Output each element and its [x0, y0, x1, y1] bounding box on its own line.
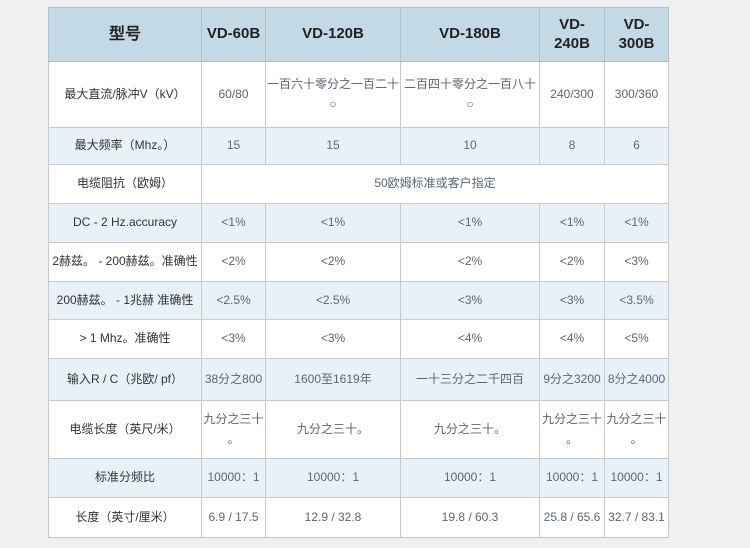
row-label: > 1 Mhz。准确性	[48, 319, 202, 359]
spec-value-cell: 九分之三十。	[400, 400, 540, 459]
spec-value-cell: 12.9 / 32.8	[265, 497, 401, 538]
spec-value-cell: 九分之三十 。	[539, 400, 605, 459]
spec-value-cell: 60/80	[201, 61, 266, 128]
spec-value-cell: 6.9 / 17.5	[201, 497, 266, 538]
spec-value-cell: <2.5%	[201, 281, 266, 320]
spec-value-cell: <3%	[400, 281, 540, 320]
table-row: 电缆阻抗（欧姆） 50欧姆标准或客户指定	[48, 164, 669, 204]
spec-value-cell: 九分之三十。	[265, 400, 401, 459]
spec-value-cell: 10000：1	[400, 458, 540, 498]
column-header: VD-240B	[539, 7, 605, 62]
spec-value-cell: 二百四十零分之一百八十 ○	[400, 61, 540, 128]
spec-value-cell: 10000：1	[604, 458, 669, 498]
spec-value-cell: <2%	[539, 242, 605, 282]
spec-value-cell: 九分之三十 。	[604, 400, 669, 459]
spec-value-cell: 15	[265, 127, 401, 165]
spec-value-cell: <1%	[265, 203, 401, 243]
spec-value-cell: <1%	[539, 203, 605, 243]
table-row: DC - 2 Hz.accuracy <1% <1% <1% <1% <1%	[48, 203, 669, 243]
column-header: VD-60B	[201, 7, 266, 62]
table-row: 标准分频比 10000：1 10000：1 10000：1 10000：1 10000：1	[48, 458, 669, 498]
column-header-model: 型号	[48, 7, 202, 62]
row-label: 电缆长度（英尺/米）	[48, 400, 202, 459]
column-header: VD-300B	[604, 7, 669, 62]
spec-value-cell: 6	[604, 127, 669, 165]
spec-value-cell: 19.8 / 60.3	[400, 497, 540, 538]
spec-value-cell: <4%	[400, 319, 540, 359]
spec-value-cell: <4%	[539, 319, 605, 359]
spec-table: 型号 VD-60B VD-120B VD-180B VD-240B VD-300B 最大直…	[48, 7, 669, 538]
table-row: 最大频率（Mhz。） 15 15 10 8 6	[48, 127, 669, 165]
spec-value-cell: <1%	[400, 203, 540, 243]
row-label: DC - 2 Hz.accuracy	[48, 203, 202, 243]
spec-value-cell: <3%	[201, 319, 266, 359]
table-row: > 1 Mhz。准确性 <3% <3% <4% <4% <5%	[48, 319, 669, 359]
spec-value-cell: <1%	[201, 203, 266, 243]
spec-value-cell: 一百六十零分之一百二十 ○	[265, 61, 401, 128]
spec-value-cell: <3%	[604, 242, 669, 282]
spec-value-cell: <2%	[400, 242, 540, 282]
spec-table-container: 型号 VD-60B VD-120B VD-180B VD-240B VD-300B 最大直…	[48, 7, 669, 538]
spec-value-cell: <2%	[265, 242, 401, 282]
row-label: 长度（英寸/厘米）	[48, 497, 202, 538]
spec-table-body: 最大直流/脉冲V（kV） 60/80 一百六十零分之一百二十 ○ 二百四十零分之一百八…	[48, 61, 669, 538]
spec-value-cell: 8分之4000	[604, 358, 669, 401]
row-label: 输入R / C（兆欧/ pf）	[48, 358, 202, 401]
spec-value-cell: <2.5%	[265, 281, 401, 320]
spec-value-cell: 32.7 / 83.1	[604, 497, 669, 538]
row-label: 标准分频比	[48, 458, 202, 498]
spec-value-cell: 10000：1	[265, 458, 401, 498]
table-row: 2赫兹。 - 200赫兹。准确性 <2% <2% <2% <2% <3%	[48, 242, 669, 282]
row-label: 最大直流/脉冲V（kV）	[48, 61, 202, 128]
spec-value-cell: 10000：1	[201, 458, 266, 498]
row-label: 200赫兹。 - 1兆赫 准确性	[48, 281, 202, 320]
spec-value-cell: <3%	[265, 319, 401, 359]
spec-value-cell: <1%	[604, 203, 669, 243]
spec-table-header: 型号 VD-60B VD-120B VD-180B VD-240B VD-300B	[48, 7, 669, 62]
spec-value-cell: 10000：1	[539, 458, 605, 498]
spec-value-cell: 15	[201, 127, 266, 165]
header-row: 型号 VD-60B VD-120B VD-180B VD-240B VD-300B	[48, 7, 669, 62]
spec-value-cell: 一十三分之二千四百	[400, 358, 540, 401]
spec-value-cell: 8	[539, 127, 605, 165]
spec-value-cell: <3.5%	[604, 281, 669, 320]
table-row: 最大直流/脉冲V（kV） 60/80 一百六十零分之一百二十 ○ 二百四十零分之一百八…	[48, 61, 669, 128]
spec-value-cell: 300/360	[604, 61, 669, 128]
row-label: 2赫兹。 - 200赫兹。准确性	[48, 242, 202, 282]
column-header: VD-120B	[265, 7, 401, 62]
table-row: 电缆长度（英尺/米） 九分之三十 。九分之三十。 九分之三十。 九分之三十 。九分之三…	[48, 400, 669, 459]
spec-value-cell: <2%	[201, 242, 266, 282]
table-row: 200赫兹。 - 1兆赫 准确性 <2.5% <2.5% <3% <3% <3.5%	[48, 281, 669, 320]
spec-value-cell: 1600至1619年	[265, 358, 401, 401]
column-header: VD-180B	[400, 7, 540, 62]
table-row: 长度（英寸/厘米） 6.9 / 17.5 12.9 / 32.8 19.8 / 60.…	[48, 497, 669, 538]
spec-value-cell: 10	[400, 127, 540, 165]
spec-value-cell: 50欧姆标准或客户指定	[201, 164, 669, 204]
row-label: 最大频率（Mhz。）	[48, 127, 202, 165]
row-label: 电缆阻抗（欧姆）	[48, 164, 202, 204]
spec-value-cell: <3%	[539, 281, 605, 320]
table-row: 输入R / C（兆欧/ pf） 38分之800 1600至1619年 一十三分之二千四…	[48, 358, 669, 401]
spec-value-cell: 240/300	[539, 61, 605, 128]
spec-value-cell: 9分之3200	[539, 358, 605, 401]
spec-value-cell: <5%	[604, 319, 669, 359]
spec-value-cell: 25.8 / 65.6	[539, 497, 605, 538]
spec-value-cell: 38分之800	[201, 358, 266, 401]
spec-value-cell: 九分之三十 。	[201, 400, 266, 459]
